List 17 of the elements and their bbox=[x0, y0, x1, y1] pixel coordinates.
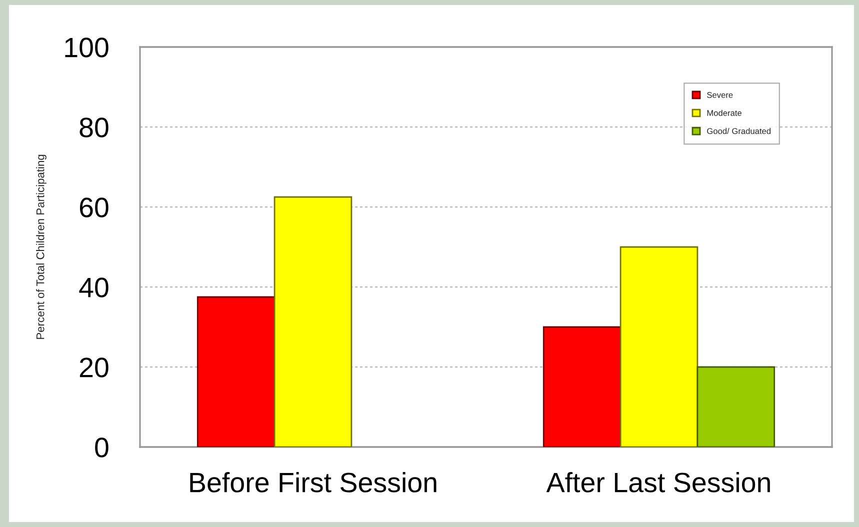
legend-label: Good/ Graduated bbox=[707, 128, 771, 134]
legend-label: Severe bbox=[707, 92, 733, 98]
bar bbox=[196, 296, 276, 447]
legend-label: Moderate bbox=[707, 110, 742, 116]
y-tick-label: 80 bbox=[80, 118, 108, 138]
y-tick-label: 40 bbox=[79, 278, 108, 298]
bar bbox=[542, 326, 622, 447]
y-axis-title: Percent of Total Children Participating bbox=[36, 154, 46, 339]
y-tick-label: 100 bbox=[65, 38, 108, 58]
x-tick-label: After Last Session bbox=[546, 472, 770, 492]
y-tick-label: 20 bbox=[80, 358, 108, 378]
y-tick-label: 0 bbox=[95, 438, 108, 458]
bar bbox=[274, 196, 352, 447]
bar bbox=[696, 366, 776, 447]
x-tick-label: Before First Session bbox=[190, 472, 436, 492]
bar bbox=[620, 246, 698, 447]
y-tick-label: 60 bbox=[80, 198, 108, 218]
